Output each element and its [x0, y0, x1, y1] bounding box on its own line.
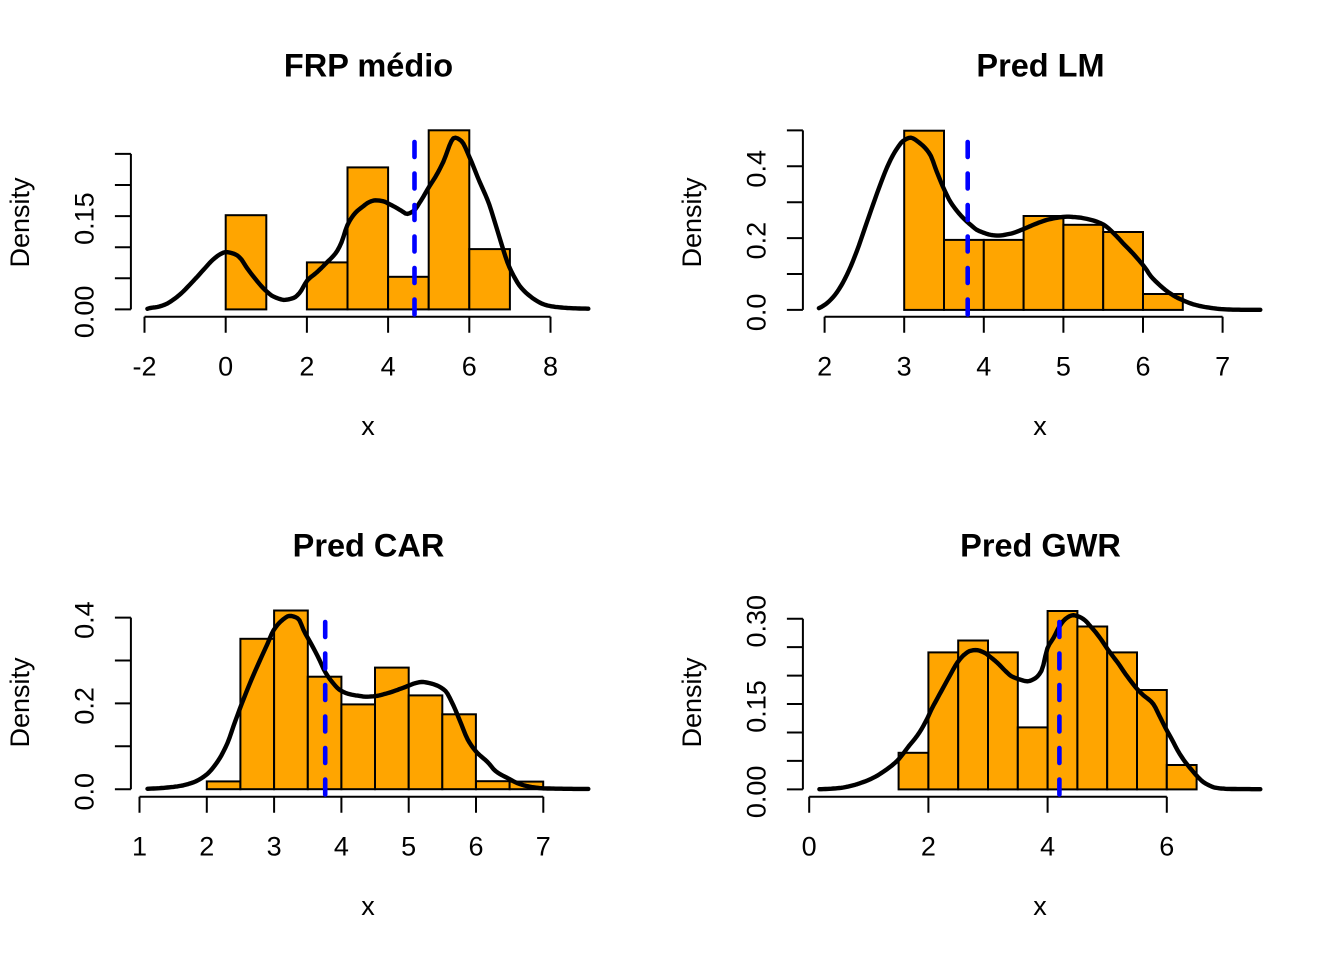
svg-text:7: 7 — [1215, 352, 1230, 382]
svg-text:x: x — [361, 411, 375, 441]
svg-text:0.4: 0.4 — [742, 150, 772, 188]
svg-text:0: 0 — [802, 832, 817, 862]
svg-text:Density: Density — [677, 657, 707, 748]
svg-text:7: 7 — [536, 832, 551, 862]
svg-text:0.2: 0.2 — [70, 687, 100, 725]
svg-text:x: x — [1033, 891, 1047, 921]
svg-text:x: x — [361, 891, 375, 921]
svg-text:0.15: 0.15 — [70, 192, 100, 245]
svg-text:4: 4 — [1040, 832, 1055, 862]
svg-text:6: 6 — [462, 352, 477, 382]
svg-text:6: 6 — [468, 832, 483, 862]
svg-text:4: 4 — [381, 352, 396, 382]
svg-text:FRP médio: FRP médio — [284, 47, 453, 83]
svg-text:0.30: 0.30 — [742, 595, 772, 648]
svg-text:8: 8 — [543, 352, 558, 382]
svg-text:6: 6 — [1135, 352, 1150, 382]
svg-text:0.00: 0.00 — [742, 766, 772, 819]
svg-text:2: 2 — [817, 352, 832, 382]
svg-text:-2: -2 — [132, 352, 156, 382]
svg-text:0.0: 0.0 — [70, 773, 100, 811]
svg-text:0.4: 0.4 — [70, 601, 100, 639]
svg-text:Density: Density — [5, 177, 35, 268]
svg-text:Pred CAR: Pred CAR — [293, 527, 445, 563]
svg-text:3: 3 — [897, 352, 912, 382]
svg-text:2: 2 — [199, 832, 214, 862]
svg-text:2: 2 — [921, 832, 936, 862]
svg-text:5: 5 — [1056, 352, 1071, 382]
svg-text:x: x — [1033, 411, 1047, 441]
svg-text:4: 4 — [334, 832, 349, 862]
svg-text:Pred GWR: Pred GWR — [960, 527, 1121, 563]
svg-text:0: 0 — [218, 352, 233, 382]
svg-text:4: 4 — [976, 352, 991, 382]
svg-text:6: 6 — [1159, 832, 1174, 862]
svg-text:2: 2 — [299, 352, 314, 382]
svg-text:5: 5 — [401, 832, 416, 862]
svg-text:0.0: 0.0 — [742, 294, 772, 332]
svg-text:0.15: 0.15 — [742, 680, 772, 733]
svg-text:1: 1 — [132, 832, 147, 862]
svg-text:3: 3 — [267, 832, 282, 862]
svg-text:0.2: 0.2 — [742, 222, 772, 260]
svg-text:Density: Density — [5, 657, 35, 748]
svg-text:0.00: 0.00 — [70, 286, 100, 339]
svg-text:Pred LM: Pred LM — [976, 47, 1104, 83]
svg-text:Density: Density — [677, 177, 707, 268]
